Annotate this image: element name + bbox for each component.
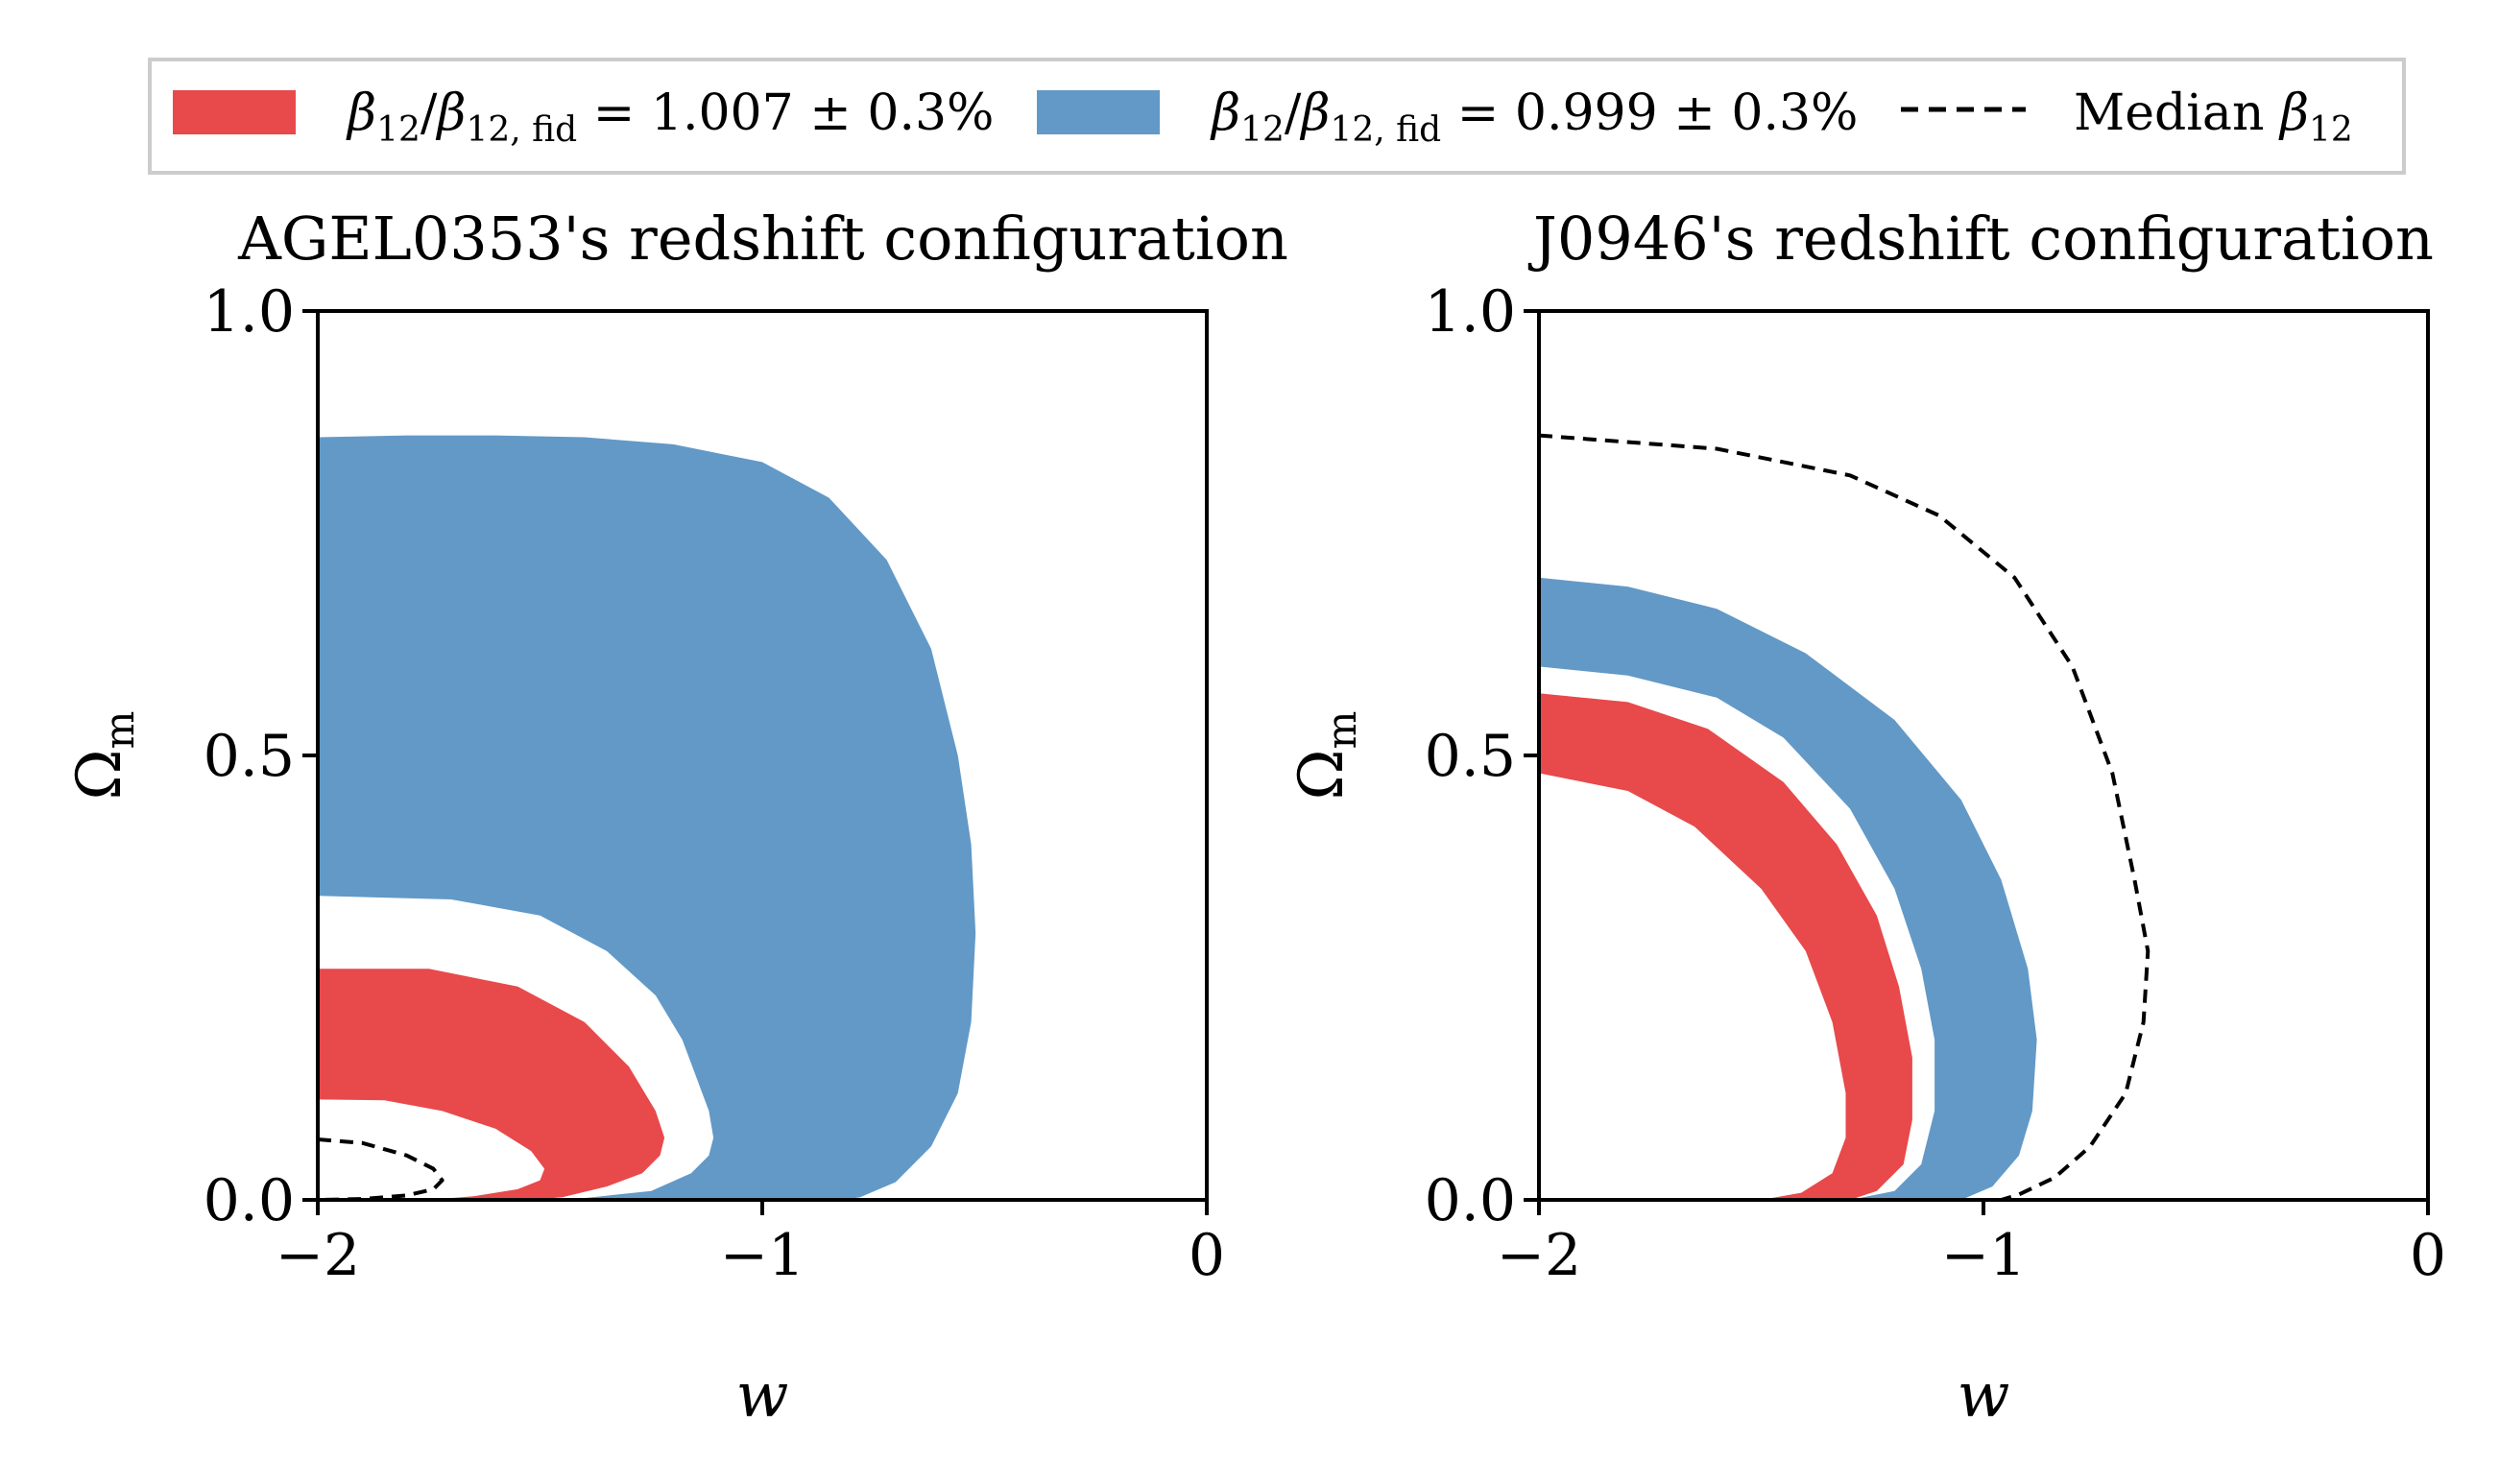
x-tick-label: −1	[720, 1222, 805, 1289]
series-blue-band	[318, 435, 976, 1201]
series-red-band	[318, 969, 665, 1200]
x-tick-label: −2	[276, 1222, 360, 1289]
plot-area	[317, 435, 976, 1202]
legend-blue-label: β12/β12, fid = 0.999 ± 0.3%	[1210, 84, 1858, 150]
y-tick-label: 1.0	[204, 278, 295, 346]
x-axis-label: w	[736, 1360, 789, 1431]
series-median-12	[1538, 433, 2151, 1202]
legend-blue-patch	[1037, 90, 1160, 134]
panel-title: AGEL0353's redshift configuration	[237, 203, 1288, 274]
legend-red-patch	[173, 90, 296, 134]
series-red-band	[1539, 693, 1912, 1200]
x-axis-label: w	[1958, 1360, 2010, 1431]
legend-frame	[148, 58, 2406, 175]
x-tick-label: −2	[1497, 1222, 1581, 1289]
series-blue-band	[1539, 577, 2037, 1200]
panel-title: J0946's redshift configuration	[1527, 203, 2434, 274]
y-axis-label: Ωm	[64, 711, 143, 801]
y-tick-label: 0.0	[1425, 1167, 1516, 1234]
y-tick-label: 0.5	[1425, 723, 1516, 790]
axis-ticks: −2 −1 0 0.0 0.5 1.0	[1425, 278, 2447, 1289]
y-axis-label: Ωm	[1286, 711, 1365, 801]
panel-agel0353: AGEL0353's redshift configuration −2 −1 0 0…	[64, 203, 1288, 1431]
plot-area	[1538, 433, 2151, 1202]
x-tick-label: −1	[1941, 1222, 2026, 1289]
x-tick-label: 0	[2410, 1222, 2446, 1289]
y-tick-label: 1.0	[1425, 278, 1516, 346]
y-tick-label: 0.5	[204, 723, 295, 790]
x-tick-label: 0	[1189, 1222, 1225, 1289]
legend-median-label: Median β12	[2074, 84, 2353, 150]
series-median-12	[317, 1137, 445, 1202]
panel-j0946: J0946's redshift configuration −2 −1 0 0.0 0…	[1286, 203, 2446, 1431]
axis-ticks: −2 −1 0 0.0 0.5 1.0	[204, 278, 1226, 1289]
y-tick-label: 0.0	[204, 1167, 295, 1234]
legend: β12/β12, fid = 1.007 ± 0.3% β12/β12, fid…	[148, 58, 2406, 175]
legend-red-label: β12/β12, fid = 1.007 ± 0.3%	[346, 84, 994, 150]
